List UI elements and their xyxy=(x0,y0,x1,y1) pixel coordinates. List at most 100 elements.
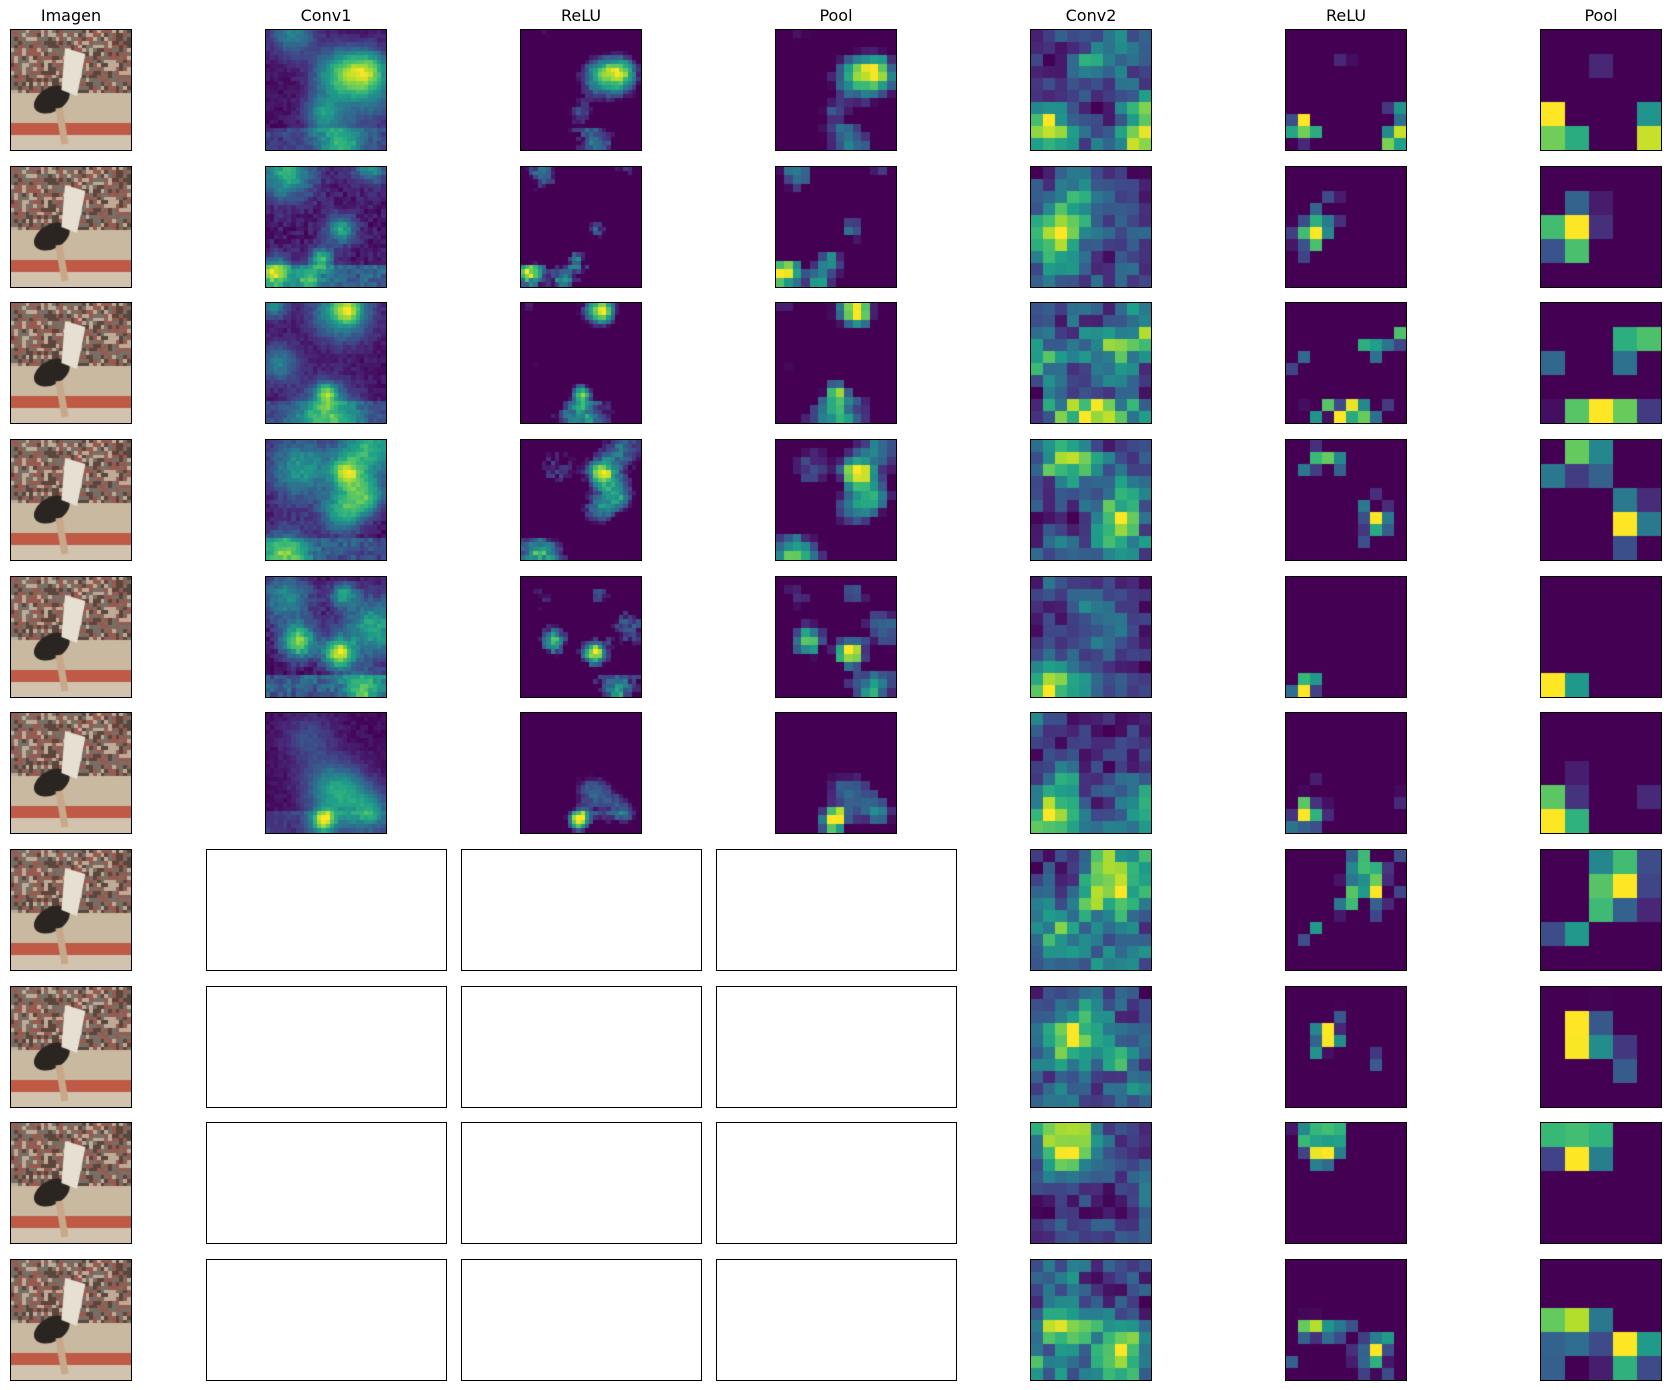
feature-map-c4-r0 xyxy=(1031,30,1151,150)
panel-conv2-c4-r4 xyxy=(1030,576,1152,698)
empty-panel-c3-r6 xyxy=(715,849,957,971)
empty-panel-c1-r6 xyxy=(205,849,447,971)
panel-imagen-c0-r9 xyxy=(10,1259,132,1381)
panel-conv2-c4-r2 xyxy=(1030,302,1152,424)
panel-relu-c5-r0 xyxy=(1285,29,1407,151)
panel-imagen-c0-r0 xyxy=(10,29,132,151)
feature-map-c4-r1 xyxy=(1031,167,1151,287)
feature-map-c5-r8 xyxy=(1286,1123,1406,1243)
panel-pool-c6-r8 xyxy=(1540,1122,1662,1244)
input-image-c0-r8 xyxy=(11,1123,131,1243)
panel-relu-c5-r4 xyxy=(1285,576,1407,698)
feature-map-c1-r5 xyxy=(266,713,386,833)
panel-conv2-c4-r8 xyxy=(1030,1122,1152,1244)
panel-conv2-c4-r1 xyxy=(1030,166,1152,288)
input-image-c0-r5 xyxy=(11,713,131,833)
feature-map-c5-r2 xyxy=(1286,303,1406,423)
feature-map-c3-r5 xyxy=(776,713,896,833)
feature-map-c6-r6 xyxy=(1541,850,1661,970)
panel-conv2-c4-r6 xyxy=(1030,849,1152,971)
input-image-c0-r0 xyxy=(11,30,131,150)
panel-conv1-c1-r1 xyxy=(265,166,387,288)
empty-panel-c2-r7 xyxy=(460,986,702,1108)
feature-map-c3-r2 xyxy=(776,303,896,423)
empty-panel-c2-r8 xyxy=(460,1122,702,1244)
panel-relu-c2-r0 xyxy=(520,29,642,151)
feature-map-c5-r3 xyxy=(1286,440,1406,560)
panel-conv1-c1-r0 xyxy=(265,29,387,151)
panel-pool-c3-r2 xyxy=(775,302,897,424)
input-image-c0-r2 xyxy=(11,303,131,423)
feature-map-c4-r2 xyxy=(1031,303,1151,423)
feature-map-c4-r5 xyxy=(1031,713,1151,833)
feature-map-c3-r1 xyxy=(776,167,896,287)
feature-map-c4-r6 xyxy=(1031,850,1151,970)
feature-map-c3-r4 xyxy=(776,577,896,697)
input-image-c0-r7 xyxy=(11,987,131,1107)
feature-map-c6-r2 xyxy=(1541,303,1661,423)
panel-relu-c2-r4 xyxy=(520,576,642,698)
input-image-c0-r3 xyxy=(11,440,131,560)
column-title-pool-2: Pool xyxy=(1584,6,1618,25)
panel-conv2-c4-r3 xyxy=(1030,439,1152,561)
panel-imagen-c0-r4 xyxy=(10,576,132,698)
panel-imagen-c0-r7 xyxy=(10,986,132,1108)
feature-map-c6-r0 xyxy=(1541,30,1661,150)
feature-map-c1-r3 xyxy=(266,440,386,560)
feature-map-c6-r7 xyxy=(1541,987,1661,1107)
feature-map-c5-r4 xyxy=(1286,577,1406,697)
empty-panel-c2-r6 xyxy=(460,849,702,971)
feature-map-c1-r0 xyxy=(266,30,386,150)
panel-relu-c2-r1 xyxy=(520,166,642,288)
feature-map-c5-r6 xyxy=(1286,850,1406,970)
feature-map-c5-r9 xyxy=(1286,1260,1406,1380)
feature-map-c5-r0 xyxy=(1286,30,1406,150)
panel-relu-c2-r3 xyxy=(520,439,642,561)
input-image-c0-r9 xyxy=(11,1260,131,1380)
column-title-relu-1: ReLU xyxy=(560,6,602,25)
panel-relu-c5-r5 xyxy=(1285,712,1407,834)
column-title-conv2: Conv2 xyxy=(1065,6,1117,25)
input-image-c0-r1 xyxy=(11,167,131,287)
feature-map-c6-r9 xyxy=(1541,1260,1661,1380)
panel-imagen-c0-r6 xyxy=(10,849,132,971)
feature-map-c2-r0 xyxy=(521,30,641,150)
empty-panel-c2-r9 xyxy=(460,1259,702,1381)
panel-pool-c6-r4 xyxy=(1540,576,1662,698)
panel-relu-c5-r6 xyxy=(1285,849,1407,971)
panel-pool-c6-r9 xyxy=(1540,1259,1662,1381)
feature-map-c3-r3 xyxy=(776,440,896,560)
feature-map-c1-r4 xyxy=(266,577,386,697)
panel-conv2-c4-r0 xyxy=(1030,29,1152,151)
panel-conv1-c1-r5 xyxy=(265,712,387,834)
empty-panel-c1-r7 xyxy=(205,986,447,1108)
panel-conv2-c4-r9 xyxy=(1030,1259,1152,1381)
panel-pool-c3-r0 xyxy=(775,29,897,151)
panel-relu-c5-r8 xyxy=(1285,1122,1407,1244)
feature-map-c4-r7 xyxy=(1031,987,1151,1107)
panel-pool-c6-r2 xyxy=(1540,302,1662,424)
panel-conv1-c1-r2 xyxy=(265,302,387,424)
panel-conv1-c1-r4 xyxy=(265,576,387,698)
panel-imagen-c0-r5 xyxy=(10,712,132,834)
panel-relu-c5-r9 xyxy=(1285,1259,1407,1381)
feature-map-c2-r4 xyxy=(521,577,641,697)
column-title-conv1: Conv1 xyxy=(300,6,352,25)
panel-conv2-c4-r7 xyxy=(1030,986,1152,1108)
panel-relu-c5-r7 xyxy=(1285,986,1407,1108)
panel-pool-c6-r1 xyxy=(1540,166,1662,288)
feature-map-c2-r3 xyxy=(521,440,641,560)
input-image-c0-r6 xyxy=(11,850,131,970)
panel-relu-c2-r5 xyxy=(520,712,642,834)
panel-pool-c3-r4 xyxy=(775,576,897,698)
panel-pool-c6-r3 xyxy=(1540,439,1662,561)
panel-pool-c6-r5 xyxy=(1540,712,1662,834)
feature-map-c6-r1 xyxy=(1541,167,1661,287)
feature-map-c6-r5 xyxy=(1541,713,1661,833)
feature-map-c5-r7 xyxy=(1286,987,1406,1107)
input-image-c0-r4 xyxy=(11,577,131,697)
panel-pool-c3-r5 xyxy=(775,712,897,834)
empty-panel-c1-r9 xyxy=(205,1259,447,1381)
panel-pool-c3-r3 xyxy=(775,439,897,561)
empty-panel-c3-r9 xyxy=(715,1259,957,1381)
